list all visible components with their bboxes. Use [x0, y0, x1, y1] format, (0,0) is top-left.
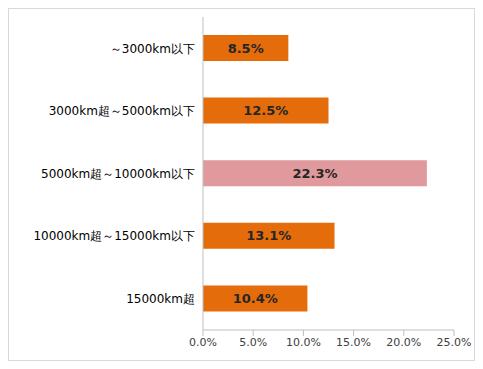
svg-text:25.0%: 25.0%: [437, 336, 472, 349]
svg-text:22.3%: 22.3%: [292, 166, 337, 181]
svg-text:13.1%: 13.1%: [246, 228, 291, 243]
svg-text:0.0%: 0.0%: [189, 336, 217, 349]
svg-text:10.0%: 10.0%: [286, 336, 321, 349]
svg-text:5000km超～10000km以下: 5000km超～10000km以下: [41, 167, 195, 181]
svg-text:3000km超～5000km以下: 3000km超～5000km以下: [49, 104, 195, 118]
svg-text:12.5%: 12.5%: [243, 103, 288, 118]
svg-text:8.5%: 8.5%: [228, 41, 264, 56]
svg-text:～3000km以下: ～3000km以下: [110, 42, 195, 56]
svg-text:5.0%: 5.0%: [239, 336, 267, 349]
svg-text:10.4%: 10.4%: [233, 291, 278, 306]
svg-text:15.0%: 15.0%: [336, 336, 371, 349]
svg-text:15000km超: 15000km超: [126, 292, 195, 306]
svg-text:20.0%: 20.0%: [386, 336, 421, 349]
svg-text:10000km超～15000km以下: 10000km超～15000km以下: [33, 229, 195, 243]
